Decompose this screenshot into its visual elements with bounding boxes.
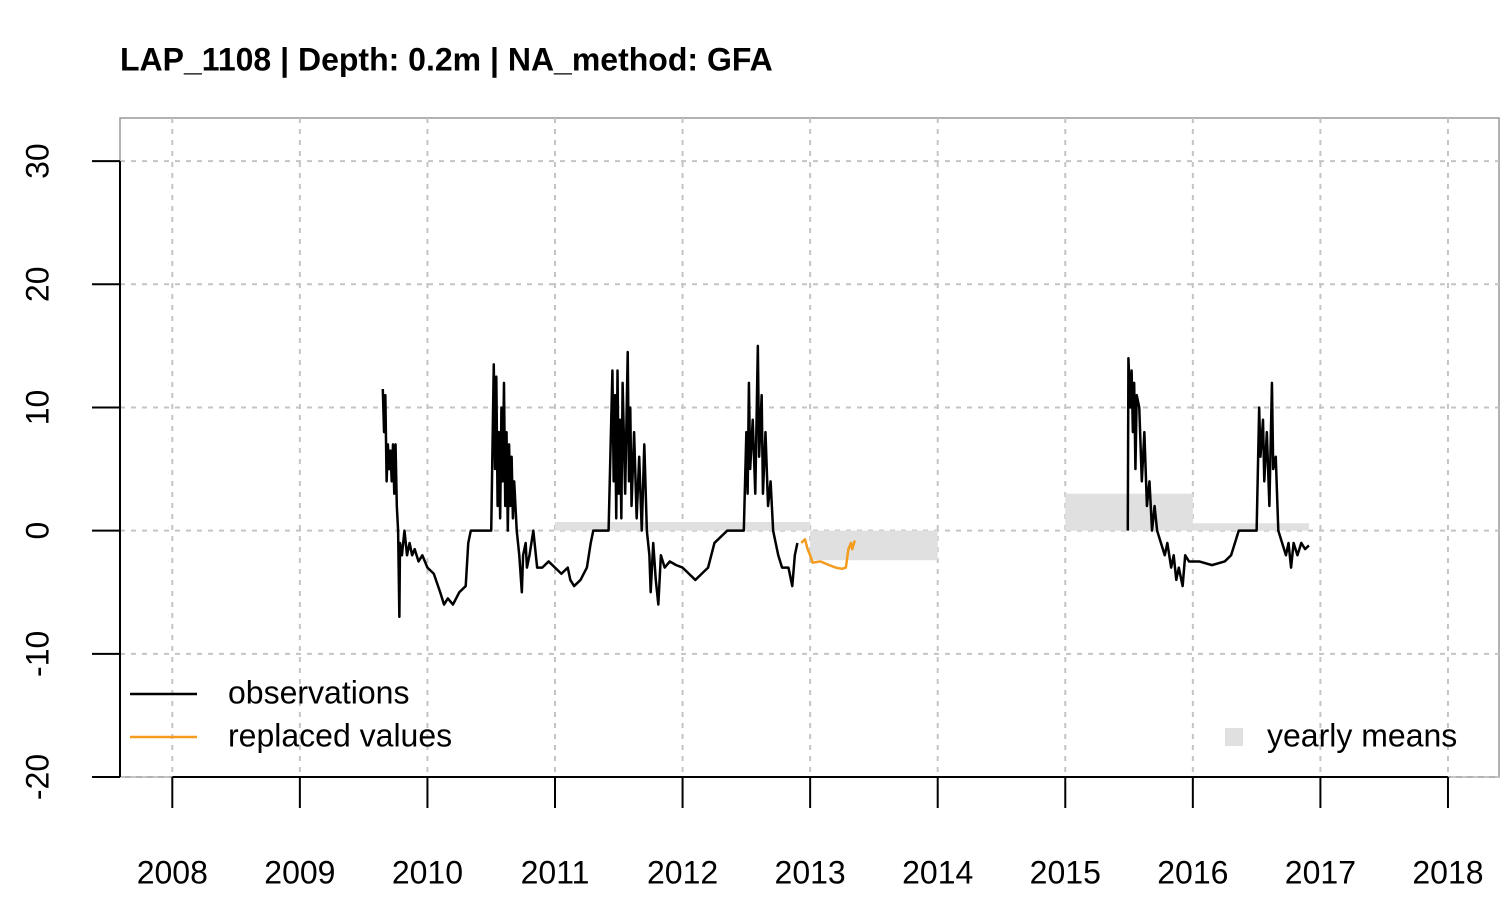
x-tick-label: 2014 [902, 854, 973, 890]
x-tick-label: 2008 [137, 854, 208, 890]
y-tick-label: 20 [19, 266, 55, 302]
yearly-mean-bar [1192, 523, 1309, 531]
x-tick-label: 2017 [1285, 854, 1356, 890]
yearly-mean-bar [555, 522, 683, 531]
x-tick-label: 2015 [1030, 854, 1101, 890]
legend-label: observations [228, 674, 409, 710]
legend-swatch [1225, 728, 1243, 746]
x-tick-label: 2016 [1157, 854, 1228, 890]
y-tick-label: 30 [19, 143, 55, 179]
y-tick-label: 0 [19, 522, 55, 540]
x-tick-label: 2012 [647, 854, 718, 890]
x-tick-label: 2018 [1412, 854, 1483, 890]
yearly-mean-bar [810, 530, 938, 561]
legend-label: replaced values [228, 717, 452, 753]
data-line [800, 538, 856, 571]
x-tick-label: 2013 [775, 854, 846, 890]
chart-title: LAP_1108 | Depth: 0.2m | NA_method: GFA [120, 41, 773, 77]
y-tick-label: 10 [19, 390, 55, 426]
data-line [381, 344, 1310, 619]
x-tick-label: 2011 [521, 854, 590, 890]
x-tick-label: 2009 [264, 854, 335, 890]
x-tick-label: 2010 [392, 854, 463, 890]
bars [555, 493, 1309, 561]
legend: observations replaced values yearly means [130, 674, 1457, 753]
lines [381, 344, 1310, 619]
legend-label: yearly means [1267, 717, 1457, 753]
y-tick-label: -10 [19, 631, 55, 677]
axes: -20 -10 0 10 20 30 2008 2009 2010 2011 2012 2013 201… [19, 143, 1483, 890]
y-tick-label: -20 [19, 754, 55, 800]
yearly-mean-bar [682, 522, 811, 531]
